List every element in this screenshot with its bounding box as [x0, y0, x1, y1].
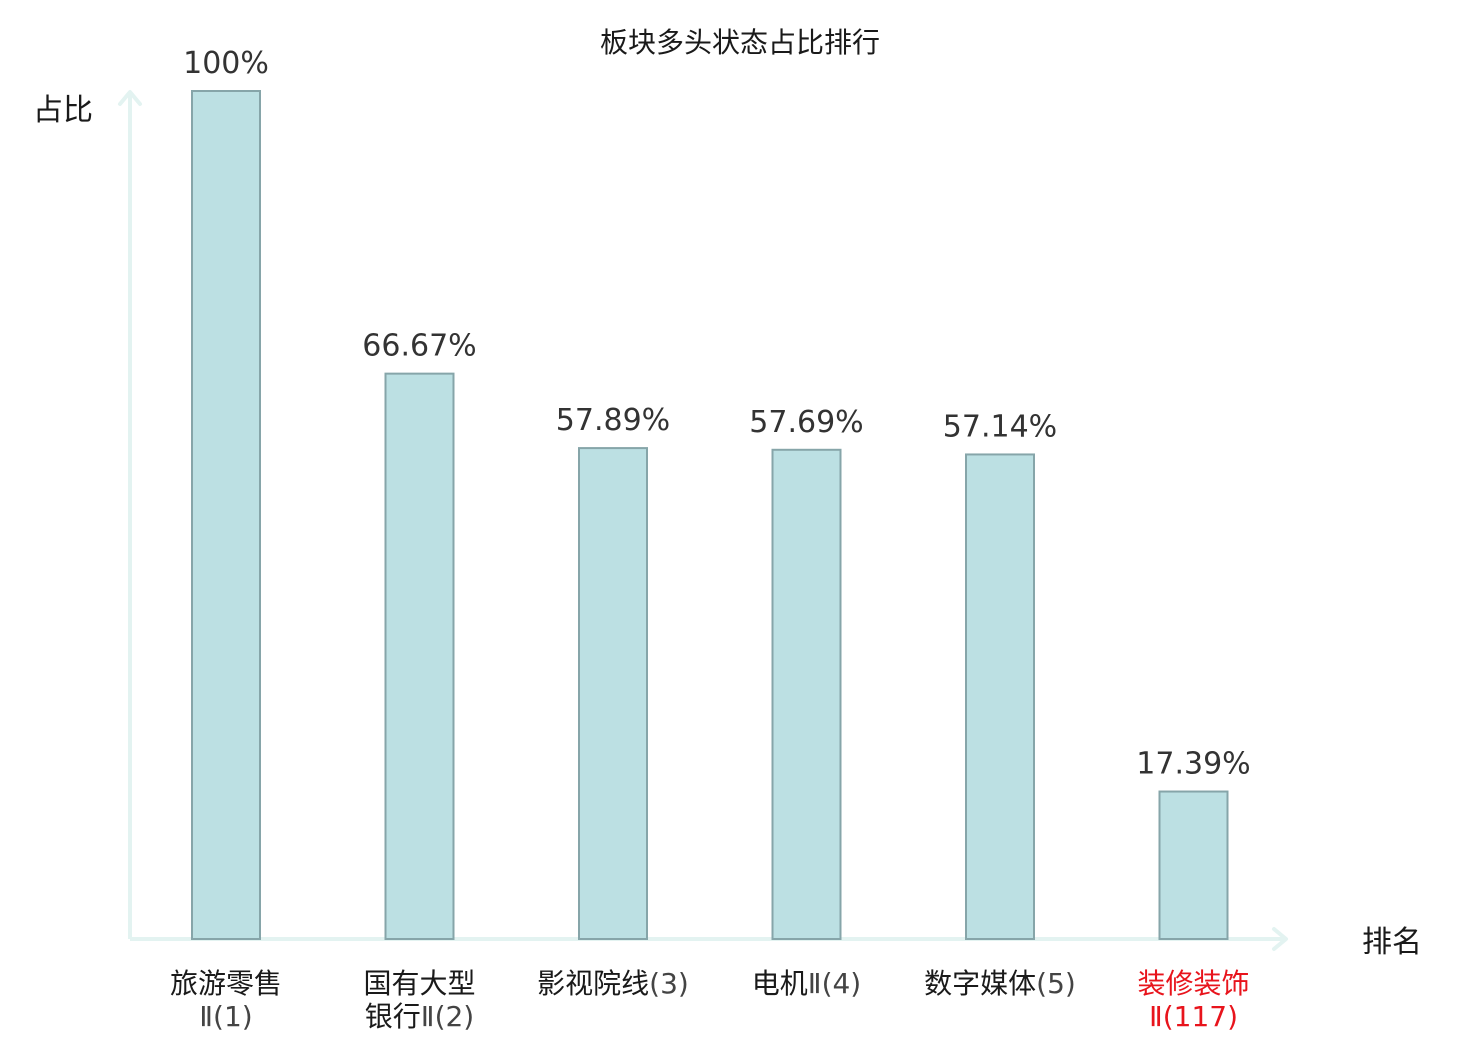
bar-value-label: 57.89% — [556, 403, 670, 438]
category-tick-label: 旅游零售 — [170, 967, 282, 1000]
category-tick-label: Ⅱ(117) — [1149, 1000, 1238, 1033]
category-tick-label: Ⅱ(1) — [199, 1000, 252, 1033]
y-axis-label: 占比 — [33, 93, 93, 128]
category-tick-label: 影视院线(3) — [537, 967, 689, 1000]
category-rank: (3) — [649, 967, 689, 1000]
category-name-part: 数字媒体 — [924, 967, 1036, 1000]
category-name-part: 电机 — [752, 967, 808, 1000]
category-rank: Ⅱ(2) — [421, 1000, 474, 1033]
axes-group — [118, 90, 1288, 951]
category-name-part: 影视院线 — [537, 967, 649, 1000]
bar-value-label: 100% — [183, 46, 269, 81]
bar — [578, 447, 648, 940]
chart-title: 板块多头状态占比排行 — [600, 26, 880, 59]
bar-value-label: 57.69% — [749, 405, 863, 440]
x-axis-arrow — [1272, 927, 1288, 951]
bar-value-label: 66.67% — [362, 329, 476, 364]
category-tick-label: 装修装饰 — [1137, 967, 1249, 1000]
category-tick-label: 数字媒体(5) — [924, 967, 1076, 1000]
bar — [384, 372, 455, 940]
category-tick-label: 国有大型 — [363, 967, 475, 1000]
y-axis-arrow — [118, 90, 142, 106]
value-labels-group: 100% 66.67% 57.89% 57.69% 57.14% 17.39% — [183, 46, 1251, 782]
bar-value-label: 57.14% — [943, 409, 1057, 444]
bar — [1158, 790, 1229, 940]
category-tick-label: 银行Ⅱ(2) — [365, 1000, 474, 1033]
bar — [771, 448, 842, 940]
category-rank: Ⅱ(4) — [808, 967, 861, 1000]
bars-group — [191, 90, 1229, 940]
bar-value-label: 17.39% — [1136, 747, 1250, 782]
category-rank: Ⅱ(1) — [199, 1000, 252, 1033]
x-axis-label: 排名 — [1362, 925, 1422, 960]
category-tick-label: 电机Ⅱ(4) — [752, 967, 861, 1000]
category-name-part: 银行 — [365, 1000, 421, 1033]
category-rank: Ⅱ(117) — [1149, 1000, 1238, 1033]
bar — [191, 90, 261, 940]
bar — [965, 453, 1035, 940]
category-rank: (5) — [1036, 967, 1076, 1000]
